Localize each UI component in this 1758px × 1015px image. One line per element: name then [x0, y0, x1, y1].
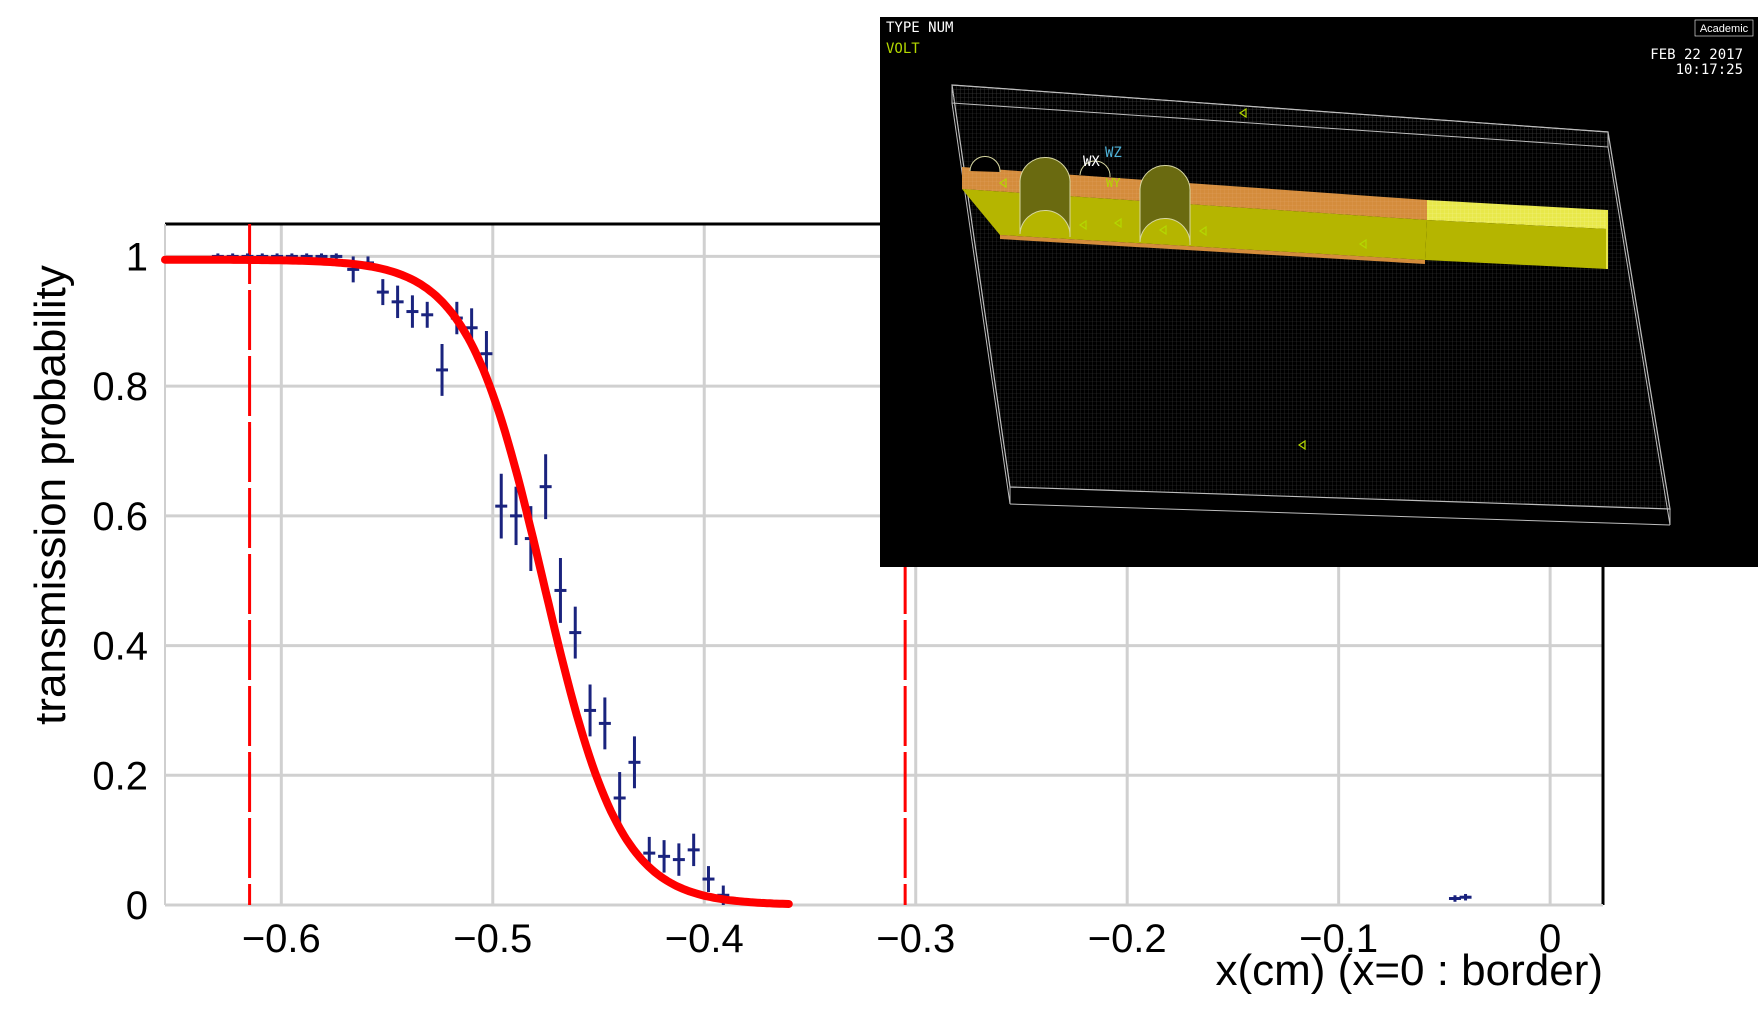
data-point	[702, 866, 715, 893]
data-point	[1459, 893, 1472, 901]
data-point	[436, 343, 449, 396]
data-point	[539, 454, 552, 520]
x-tick-label: −0.5	[453, 917, 532, 961]
3d-model-view: WX WZ WY TYPE NUM VOLT Academic FEB 22 2…	[886, 19, 1754, 526]
fit-curve	[161, 255, 793, 908]
data-point	[687, 833, 700, 867]
y-tick-label: 0	[126, 884, 148, 928]
data-point	[658, 840, 671, 873]
triad-label-wz: WZ	[1105, 145, 1122, 161]
y-tick-label: 0.8	[92, 365, 148, 409]
fit-curve-line	[161, 255, 793, 908]
x-tick-label: −0.4	[665, 917, 744, 961]
data-point	[598, 697, 611, 750]
data-point	[554, 558, 567, 623]
data-point	[391, 285, 404, 319]
x-tick-label: −0.2	[1088, 917, 1167, 961]
y-tick-label: 0.6	[92, 495, 148, 539]
mesh-box	[951, 84, 1671, 526]
y-tick-labels: 0 0.2 0.4 0.6 0.8 1	[92, 235, 148, 928]
x-tick-labels: −0.6 −0.5 −0.4 −0.3 −0.2 −0.1 0	[242, 917, 1561, 961]
data-point	[613, 772, 626, 824]
inset-type-label: TYPE NUM	[886, 20, 953, 36]
x-tick-label: 0	[1539, 917, 1561, 961]
inset-academic-badge: Academic	[1700, 23, 1749, 35]
data-point	[330, 253, 343, 260]
y-tick-label: 1	[126, 235, 148, 279]
cut-lines	[248, 224, 907, 905]
y-tick-label: 0.4	[92, 625, 148, 669]
data-point	[569, 606, 582, 659]
data-point	[1448, 895, 1461, 902]
electrode-part	[962, 156, 1608, 269]
y-axis-label: transmission probability	[26, 265, 75, 725]
data-point	[510, 486, 523, 546]
y-tick-label: 0.2	[92, 754, 148, 798]
data-point	[584, 684, 597, 737]
x-axis-label: x(cm) (x=0 : border)	[1215, 946, 1603, 995]
data-point	[495, 473, 508, 539]
data-point	[406, 295, 419, 328]
data-point	[376, 279, 389, 306]
x-tick-label: −0.3	[876, 917, 955, 961]
x-tick-label: −0.6	[242, 917, 321, 961]
inset-time: 10:17:25	[1676, 62, 1743, 78]
simulation-model-inset: WX WZ WY TYPE NUM VOLT Academic FEB 22 2…	[880, 17, 1758, 567]
inset-date: FEB 22 2017	[1650, 47, 1743, 63]
data-point	[672, 843, 685, 876]
data-point	[628, 736, 641, 789]
triad-label-wx: WX	[1083, 154, 1100, 170]
inset-volt-label: VOLT	[886, 41, 920, 57]
data-point	[421, 301, 434, 328]
x-tick-label: −0.1	[1299, 917, 1378, 961]
marker-glyphs	[998, 107, 1367, 451]
triad-label-wy: WY	[1106, 176, 1121, 190]
